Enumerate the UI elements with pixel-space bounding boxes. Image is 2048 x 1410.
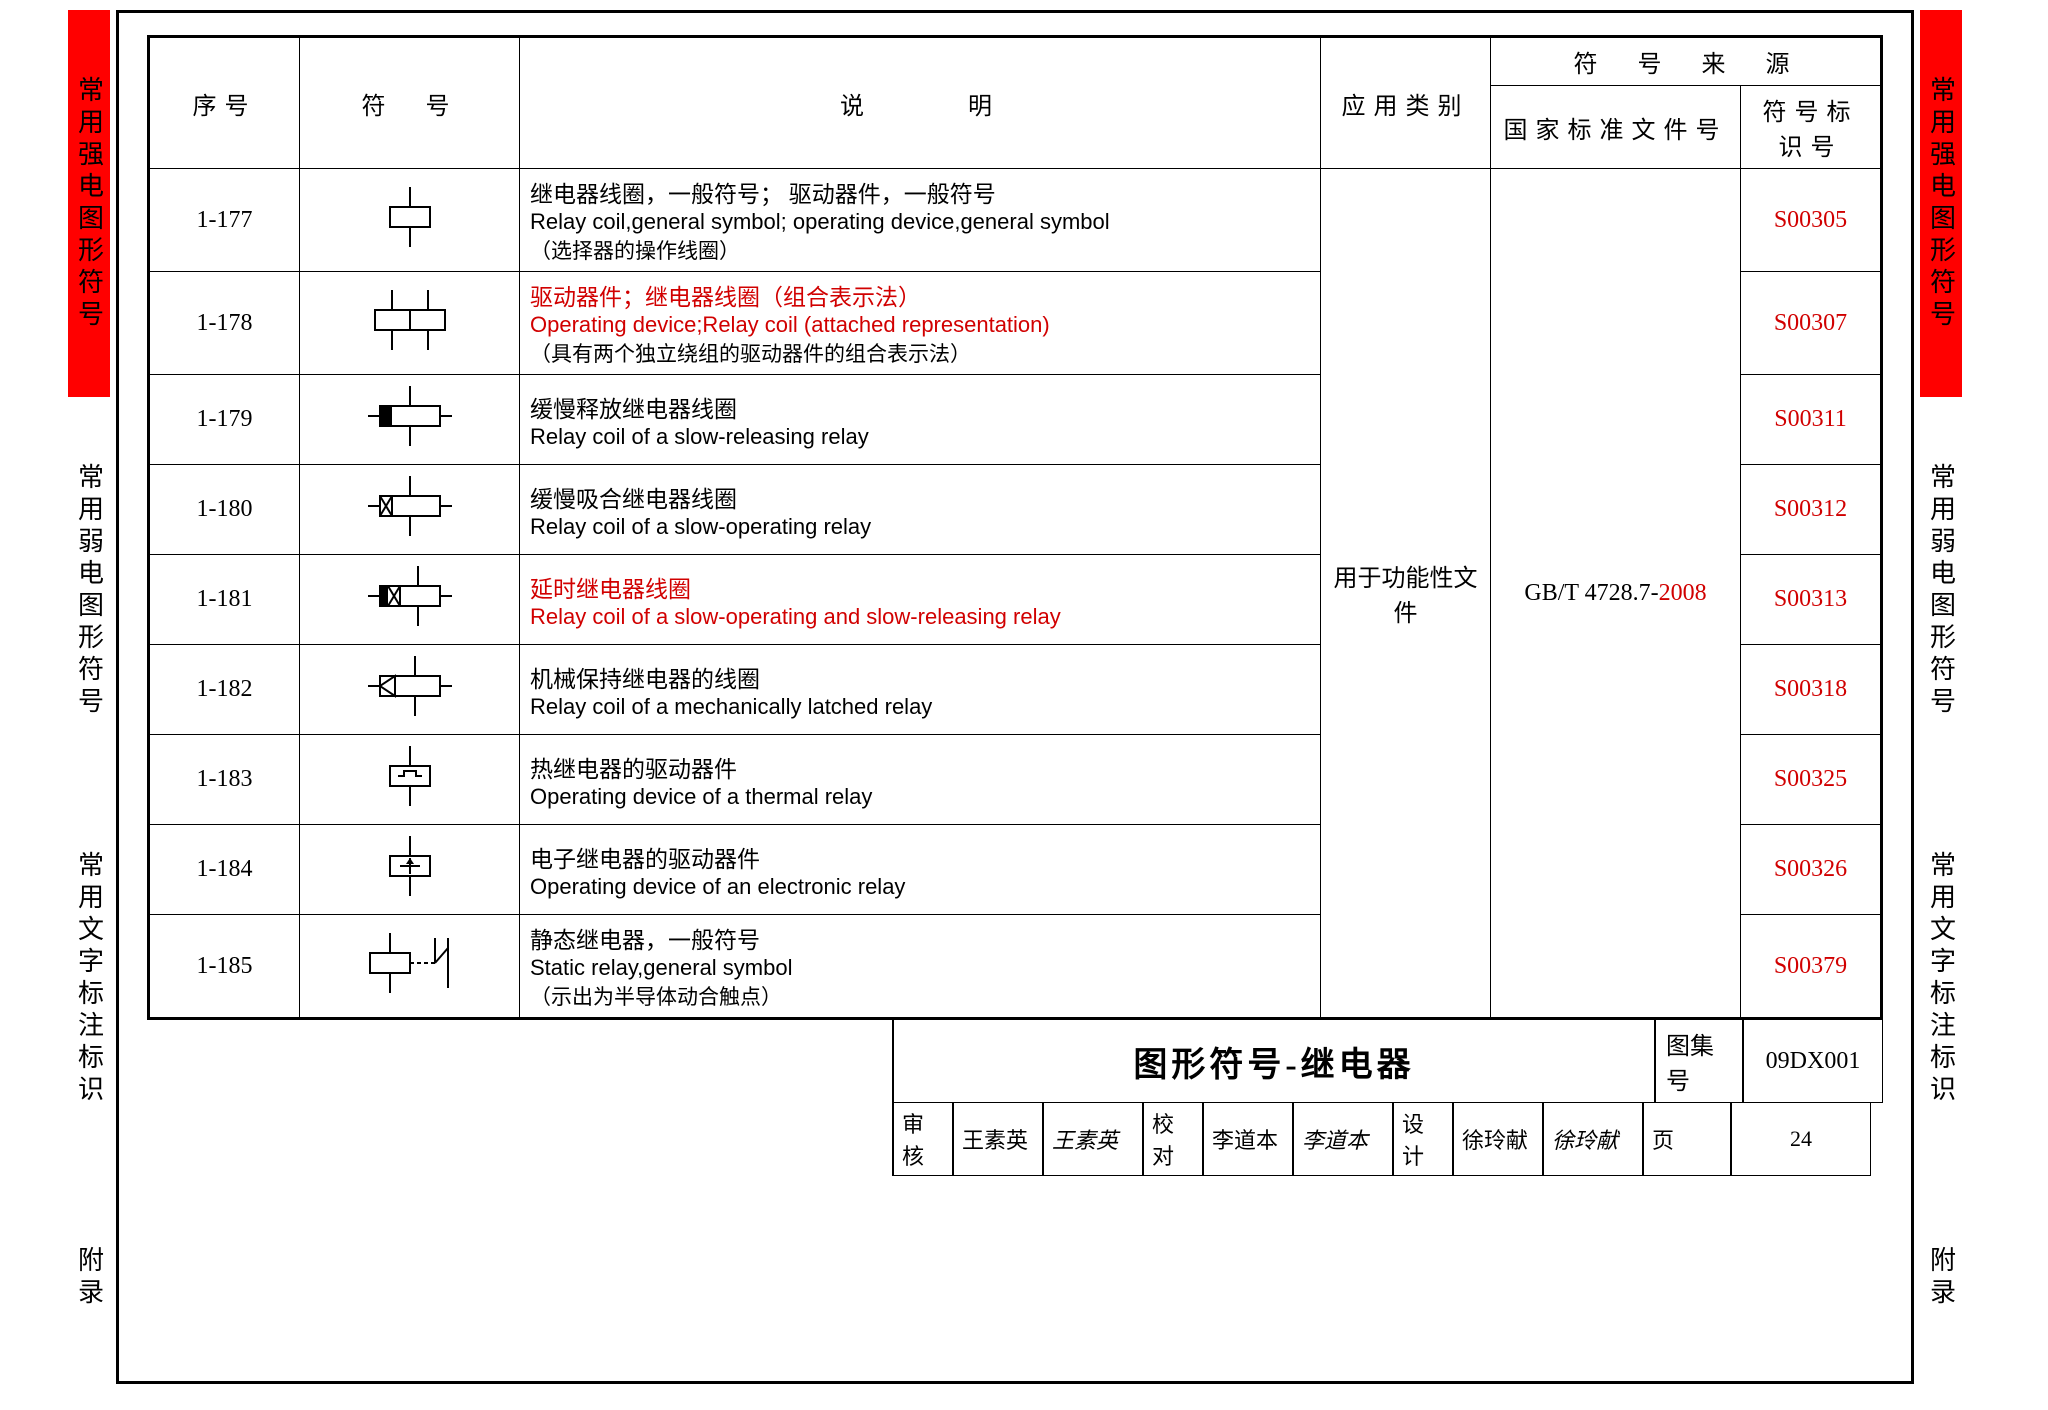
th-seq: 序号 (150, 38, 300, 169)
desc-cell: 电子继电器的驱动器件Operating device of an electro… (520, 825, 1321, 915)
id-cell: S00311 (1741, 375, 1881, 465)
id-cell: S00312 (1741, 465, 1881, 555)
id-cell: S00325 (1741, 735, 1881, 825)
symbol-cell (300, 825, 520, 915)
seq-cell: 1-177 (150, 169, 300, 272)
id-cell: S00326 (1741, 825, 1881, 915)
seq-cell: 1-184 (150, 825, 300, 915)
seq-cell: 1-182 (150, 645, 300, 735)
approval-row: 审核王素英王素英校对李道本李道本设计徐玲献徐玲献页24 (893, 1103, 1883, 1176)
desc-cell: 静态继电器，一般符号Static relay,general symbol（示出… (520, 915, 1321, 1018)
id-cell: S00313 (1741, 555, 1881, 645)
title-block: 图形符号-继电器 图集号 09DX001 (893, 1020, 1883, 1103)
page-label: 页 (1643, 1103, 1731, 1176)
set-label: 图集号 (1655, 1020, 1743, 1103)
th-id: 符号标识号 (1741, 86, 1881, 169)
seq-cell: 1-179 (150, 375, 300, 465)
id-cell: S00379 (1741, 915, 1881, 1018)
left-index-tabs: 常用强电图形符号常用弱电图形符号常用文字标注标识附录 (68, 10, 110, 1384)
index-tab-1[interactable]: 常用弱电图形符号 (68, 397, 110, 784)
symbol-cell (300, 465, 520, 555)
index-tab-0[interactable]: 常用强电图形符号 (1920, 10, 1962, 397)
page-number: 24 (1731, 1103, 1871, 1176)
symbol-cell (300, 555, 520, 645)
desc-cell: 缓慢吸合继电器线圈Relay coil of a slow-operating … (520, 465, 1321, 555)
index-tab-0[interactable]: 常用强电图形符号 (68, 10, 110, 397)
desc-cell: 继电器线圈，一般符号； 驱动器件，一般符号Relay coil,general … (520, 169, 1321, 272)
th-source: 符 号 来 源 (1491, 38, 1881, 86)
set-value: 09DX001 (1743, 1020, 1883, 1103)
desc-cell: 缓慢释放继电器线圈Relay coil of a slow-releasing … (520, 375, 1321, 465)
seq-cell: 1-180 (150, 465, 300, 555)
table-row: 1-177 继电器线圈，一般符号； 驱动器件，一般符号Relay coil,gen… (150, 169, 1881, 272)
th-std: 国家标准文件号 (1491, 86, 1741, 169)
index-tab-1[interactable]: 常用弱电图形符号 (1920, 397, 1962, 784)
index-tab-3[interactable]: 附录 (1920, 1172, 1962, 1384)
approval-role: 设计 (1393, 1103, 1453, 1176)
category-cell: 用于功能性文件 (1321, 169, 1491, 1018)
approval-signature: 王素英 (1043, 1103, 1143, 1176)
desc-cell: 热继电器的驱动器件Operating device of a thermal r… (520, 735, 1321, 825)
approval-name: 徐玲献 (1453, 1103, 1543, 1176)
index-tab-3[interactable]: 附录 (68, 1172, 110, 1384)
seq-cell: 1-178 (150, 272, 300, 375)
symbol-table: 序号 符 号 说 明 应用类别 符 号 来 源 国家标准文件号 符号标识号 1-… (149, 37, 1881, 1018)
approval-name: 李道本 (1203, 1103, 1293, 1176)
approval-signature: 李道本 (1293, 1103, 1393, 1176)
index-tab-2[interactable]: 常用文字标注标识 (1920, 785, 1962, 1172)
index-tab-2[interactable]: 常用文字标注标识 (68, 785, 110, 1172)
approval-name: 王素英 (953, 1103, 1043, 1176)
symbol-cell (300, 735, 520, 825)
id-cell: S00305 (1741, 169, 1881, 272)
symbol-cell (300, 169, 520, 272)
title-block-wrap: 图形符号-继电器 图集号 09DX001 审核王素英王素英校对李道本李道本设计徐… (147, 1020, 1883, 1176)
th-sym: 符 号 (300, 38, 520, 169)
symbol-cell (300, 915, 520, 1018)
seq-cell: 1-181 (150, 555, 300, 645)
symbol-cell (300, 272, 520, 375)
standard-cell: GB/T 4728.7-2008 (1491, 169, 1741, 1018)
approval-signature: 徐玲献 (1543, 1103, 1643, 1176)
symbol-cell (300, 375, 520, 465)
desc-cell: 机械保持继电器的线圈Relay coil of a mechanically l… (520, 645, 1321, 735)
right-index-tabs: 常用强电图形符号常用弱电图形符号常用文字标注标识附录 (1920, 10, 1962, 1384)
desc-cell: 驱动器件；继电器线圈（组合表示法）Operating device;Relay … (520, 272, 1321, 375)
desc-cell: 延时继电器线圈Relay coil of a slow-operating an… (520, 555, 1321, 645)
seq-cell: 1-185 (150, 915, 300, 1018)
symbol-cell (300, 645, 520, 735)
th-cat: 应用类别 (1321, 38, 1491, 169)
approval-role: 审核 (893, 1103, 953, 1176)
drawing-title: 图形符号-继电器 (893, 1020, 1655, 1103)
th-desc: 说 明 (520, 38, 1321, 169)
table-body: 1-177 继电器线圈，一般符号； 驱动器件，一般符号Relay coil,gen… (150, 169, 1881, 1018)
page-frame: 常用强电图形符号常用弱电图形符号常用文字标注标识附录 序号 符 号 说 明 应用… (68, 10, 1962, 1384)
id-cell: S00318 (1741, 645, 1881, 735)
seq-cell: 1-183 (150, 735, 300, 825)
id-cell: S00307 (1741, 272, 1881, 375)
drawing-frame: 序号 符 号 说 明 应用类别 符 号 来 源 国家标准文件号 符号标识号 1-… (116, 10, 1914, 1384)
approval-role: 校对 (1143, 1103, 1203, 1176)
content-area: 序号 符 号 说 明 应用类别 符 号 来 源 国家标准文件号 符号标识号 1-… (147, 35, 1883, 1020)
